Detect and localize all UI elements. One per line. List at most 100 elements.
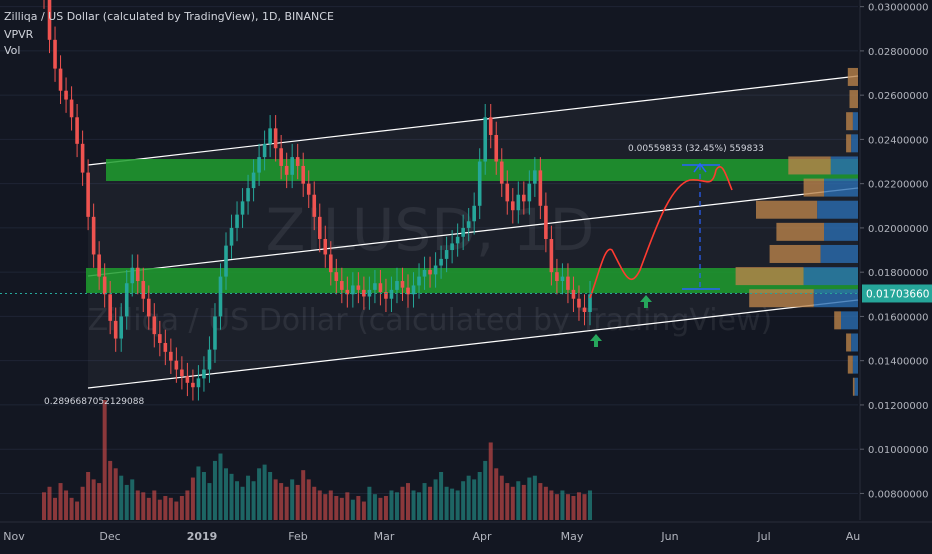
volume-bar: [383, 496, 388, 520]
volume-bar: [168, 497, 173, 520]
candle-body: [433, 265, 438, 275]
vpvr-bar-up: [830, 156, 858, 175]
volume-bar: [64, 490, 69, 520]
candle-body: [378, 283, 383, 293]
watermark-name: Zilliqa / US Dollar (calculated by Tradi…: [88, 303, 773, 338]
volume-bar: [543, 486, 548, 520]
candle-body: [323, 238, 328, 255]
volume-bar: [317, 490, 322, 520]
volume-bar: [97, 483, 102, 520]
candle-body: [163, 342, 168, 352]
candle-body: [560, 276, 565, 282]
vpvr-bar-down: [749, 289, 814, 308]
volume-bar: [328, 490, 333, 520]
vpvr-bar-up: [824, 178, 858, 197]
candle-body: [191, 382, 195, 388]
vpvr-bar-up: [820, 244, 858, 263]
candle-body: [174, 360, 179, 370]
time-tick-label: Feb: [288, 530, 307, 543]
candle-body: [130, 267, 135, 284]
price-tick-label: 0.01800000: [868, 268, 928, 279]
candle-body: [544, 205, 548, 239]
candle-body: [555, 272, 559, 282]
price-tick-label: 0.03000000: [868, 3, 928, 14]
time-tick-label: May: [561, 530, 584, 543]
candle-body: [582, 307, 587, 312]
channel-upper-line: [87, 75, 859, 166]
candle-body: [461, 227, 465, 237]
vpvr-bar-down: [769, 244, 821, 263]
candle-body: [169, 351, 173, 361]
volume-bar: [196, 466, 201, 520]
vpvr-bar-up: [851, 134, 858, 153]
projection-path: [589, 165, 733, 299]
time-tick-label: 2019: [187, 530, 218, 543]
candle-body: [113, 320, 118, 339]
volume-bar: [179, 496, 184, 520]
volume-bar: [477, 472, 482, 520]
volume-bar: [576, 492, 581, 520]
candle-body: [538, 170, 543, 206]
candle-body: [522, 194, 526, 202]
candle-body: [146, 298, 151, 317]
vpvr-bar-down: [846, 134, 852, 153]
measure-label: 0.00559833 (32.45%) 559833: [628, 144, 764, 154]
volume-bar: [185, 490, 190, 520]
candles: [43, 0, 592, 401]
volume-bar: [229, 473, 234, 520]
time-tick-label: Au: [846, 530, 861, 543]
volume-bar: [389, 490, 394, 520]
volume-bar: [483, 460, 488, 520]
candle-body: [141, 281, 146, 299]
candle-body: [356, 285, 361, 290]
vpvr-bar-down: [834, 311, 841, 330]
volume-bars: [42, 400, 592, 520]
volume-bar: [58, 483, 63, 520]
candle-body: [494, 134, 499, 162]
time-axis: Nov Dec 2019 Feb Mar Apr May Jun Jul Au: [0, 521, 932, 543]
candle-body: [119, 316, 124, 339]
candle-body: [527, 183, 532, 202]
volume-bar: [565, 494, 570, 520]
candle-body: [477, 161, 482, 206]
candle-body: [483, 117, 488, 162]
chart-title: Zilliqa / US Dollar (calculated by Tradi…: [4, 10, 334, 23]
candle-body: [290, 157, 294, 175]
volume-bar: [394, 492, 399, 520]
candle-body: [406, 287, 410, 295]
price-tick-label: 0.00800000: [868, 489, 928, 500]
volume-bar: [240, 486, 245, 520]
candle-body: [384, 292, 388, 299]
candle-body: [312, 194, 317, 217]
vpvr-bar-up: [854, 377, 858, 396]
volume-bar: [345, 492, 350, 520]
volume-bar: [157, 499, 162, 520]
volume-bar: [80, 486, 85, 520]
vol-indicator-label[interactable]: Vol: [4, 44, 21, 57]
volume-bar: [246, 475, 251, 520]
price-tick-label: 0.01200000: [868, 401, 928, 412]
volume-bar: [406, 483, 410, 520]
candle-body: [268, 128, 272, 144]
vpvr-bar-up: [817, 200, 858, 219]
candle-body: [251, 172, 256, 189]
vpvr-bar-down: [846, 112, 853, 131]
volume-bar: [218, 453, 223, 520]
volume-bar: [312, 486, 317, 520]
candle-body: [400, 281, 405, 288]
candle-body: [516, 194, 521, 211]
vpvr-indicator-label[interactable]: VPVR: [4, 28, 34, 41]
volume-bar: [102, 400, 107, 520]
volume-bar: [356, 496, 361, 520]
vpvr-bar-up: [841, 311, 858, 330]
volume-bar: [152, 490, 157, 520]
vpvr-bar-up: [824, 222, 858, 241]
vpvr-bar-down: [849, 90, 858, 109]
candle-body: [505, 183, 510, 202]
vpvr-bar-up: [851, 333, 858, 352]
volume-bar: [400, 486, 405, 520]
price-tick-label: 0.02800000: [868, 47, 928, 58]
candle-body: [428, 269, 432, 275]
